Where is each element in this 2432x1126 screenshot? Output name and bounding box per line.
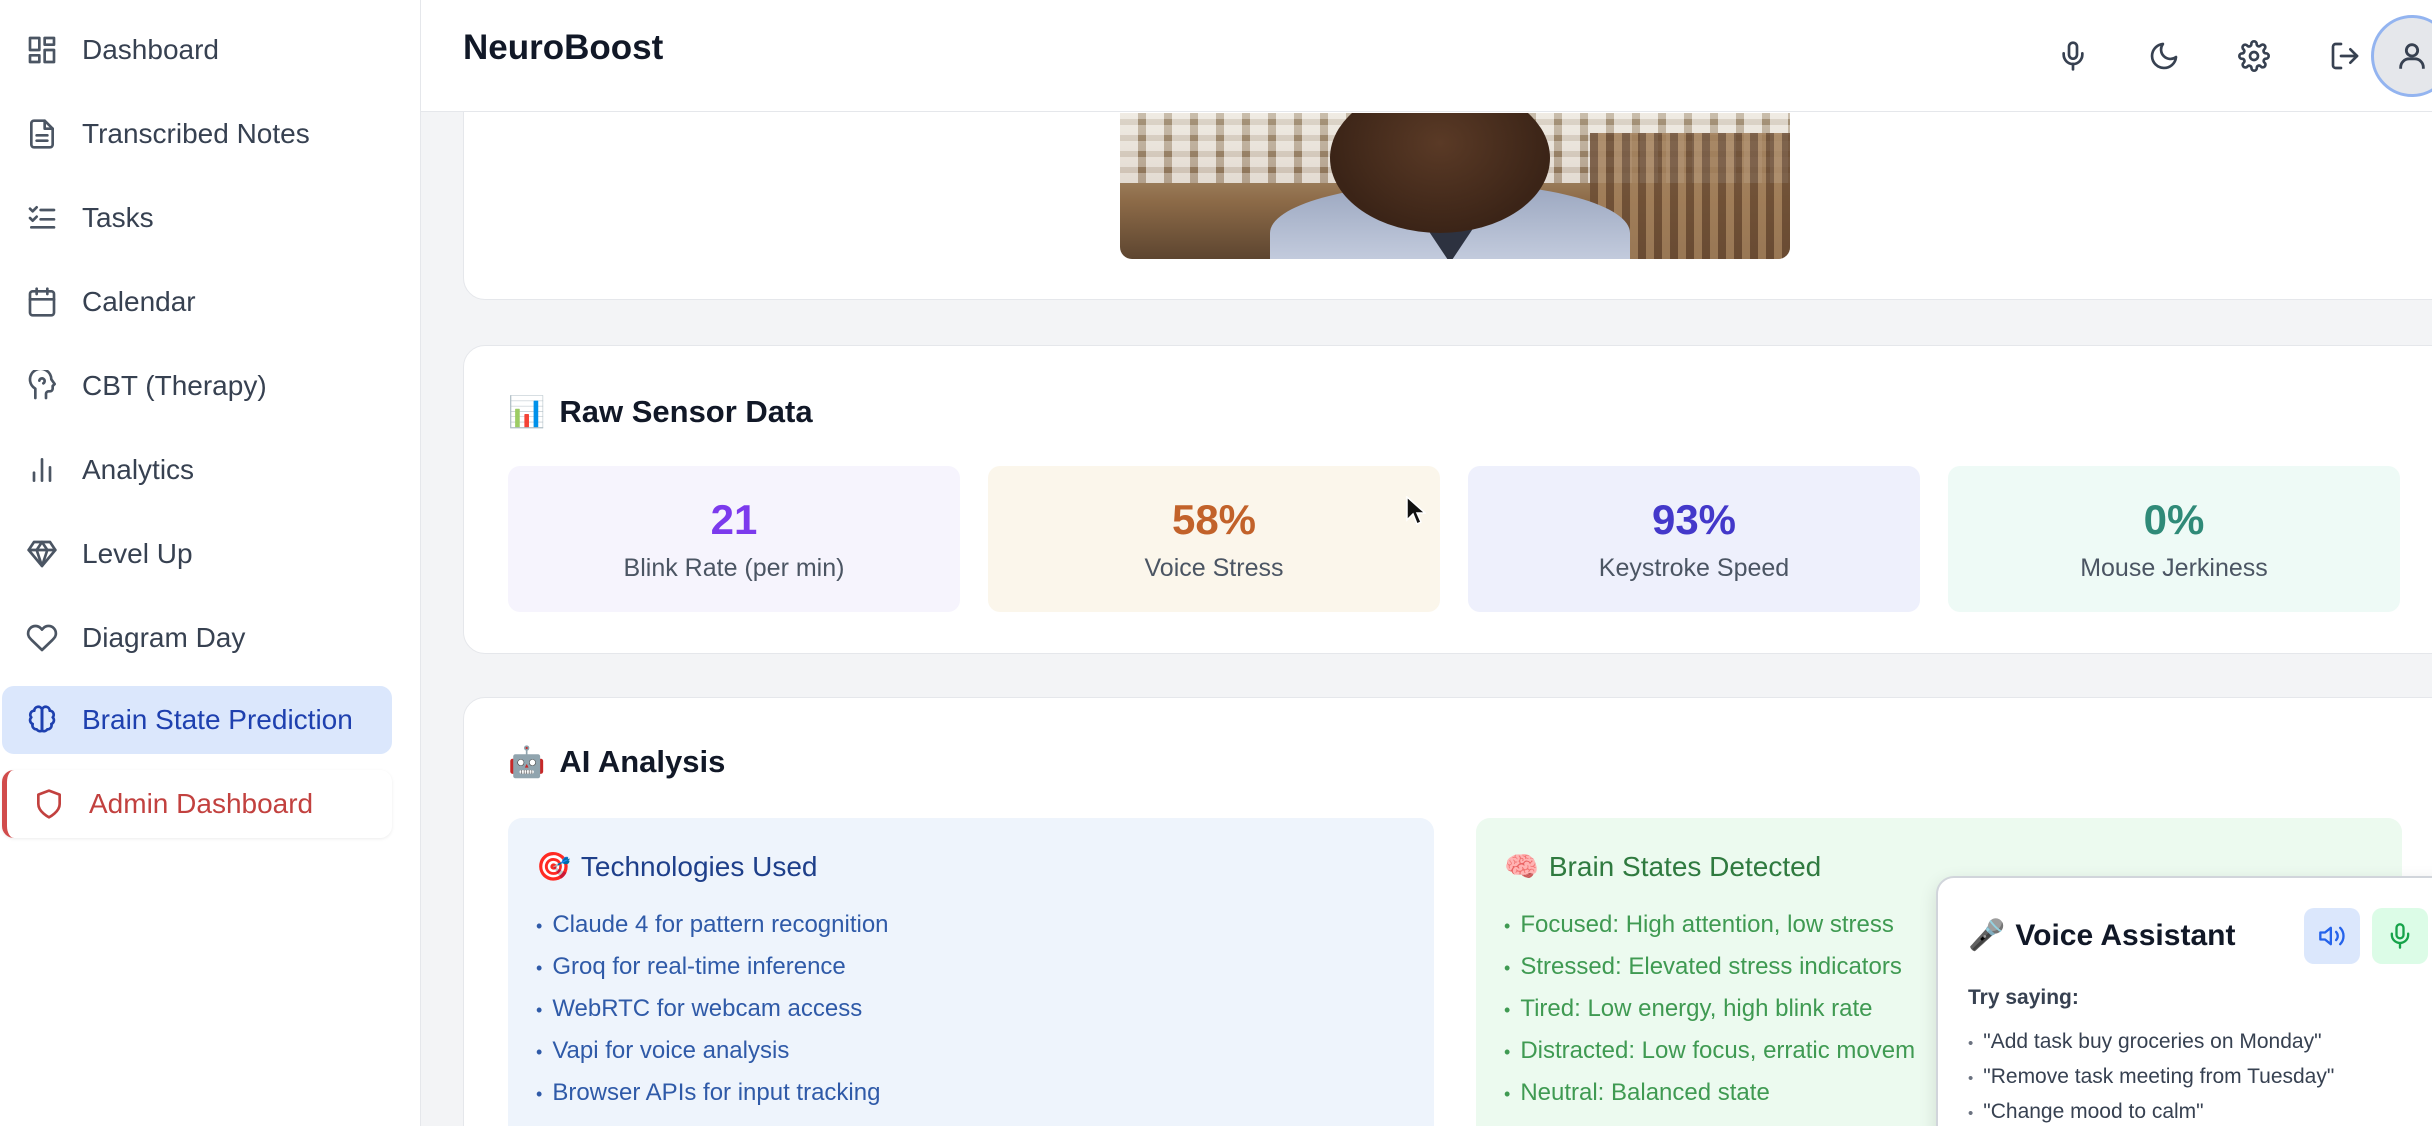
- raw-sensor-data-card: 📊 Raw Sensor Data 21 Blink Rate (per min…: [463, 345, 2432, 654]
- list-item: Distracted: Low focus, erratic movem: [1504, 1030, 1915, 1072]
- sidebar-item-label: Tasks: [82, 202, 154, 233]
- brain-states-list: Focused: High attention, low stress Stre…: [1504, 904, 1915, 1114]
- sidebar-item-calendar[interactable]: Calendar: [2, 268, 392, 336]
- logout-button[interactable]: [2315, 26, 2375, 86]
- sidebar-item-admin-dashboard[interactable]: Admin Dashboard: [2, 770, 392, 838]
- list-item: Neutral: Balanced state: [1504, 1072, 1915, 1114]
- list-item: Stressed: Elevated stress indicators: [1504, 946, 1915, 988]
- sidebar-item-cbt-therapy[interactable]: CBT (Therapy): [2, 352, 392, 420]
- list-item: Browser APIs for input tracking: [536, 1072, 889, 1114]
- metric-voice-stress: 58% Voice Stress: [988, 466, 1440, 612]
- metric-label: Blink Rate (per min): [623, 554, 845, 582]
- document-icon: [26, 118, 58, 150]
- list-checks-icon: [26, 202, 58, 234]
- speaker-icon: [2319, 926, 2345, 946]
- ai-section-title: 🤖 AI Analysis: [508, 744, 726, 779]
- metric-label: Mouse Jerkiness: [2080, 554, 2268, 582]
- bar-chart-icon: [26, 454, 58, 486]
- sidebar-item-label: Diagram Day: [82, 622, 246, 653]
- sidebar-item-transcribed-notes[interactable]: Transcribed Notes: [2, 100, 392, 168]
- brain-head-icon: [26, 370, 58, 402]
- metric-blink-rate: 21 Blink Rate (per min): [508, 466, 960, 612]
- dashboard-icon: [26, 34, 58, 66]
- shield-icon: [33, 788, 65, 820]
- microphone-button[interactable]: [2043, 26, 2103, 86]
- voice-assistant-panel: 🎤 Voice Assistant Try saying: "Add task …: [1936, 876, 2432, 1126]
- voice-assistant-title: 🎤 Voice Assistant: [1968, 918, 2236, 953]
- sidebar-item-diagram-day[interactable]: Diagram Day: [2, 604, 392, 672]
- sidebar-item-label: Brain State Prediction: [82, 704, 353, 735]
- metric-keystroke-speed: 93% Keystroke Speed: [1468, 466, 1920, 612]
- list-item: Vapi for voice analysis: [536, 1030, 889, 1072]
- moon-icon: [2150, 42, 2178, 70]
- metric-label: Keystroke Speed: [1598, 554, 1790, 582]
- robot-emoji-icon: 🤖: [508, 745, 546, 779]
- voice-examples-list: "Add task buy groceries on Monday" "Remo…: [1968, 1024, 2334, 1126]
- list-item: WebRTC for webcam access: [536, 988, 889, 1030]
- sidebar-item-analytics[interactable]: Analytics: [2, 436, 392, 504]
- heart-icon: [26, 622, 58, 654]
- metric-value: 58%: [1171, 496, 1257, 543]
- theme-toggle-button[interactable]: [2134, 26, 2194, 86]
- list-item: "Add task buy groceries on Monday": [1968, 1024, 2334, 1059]
- webcam-feed: [1120, 113, 1790, 259]
- settings-button[interactable]: [2224, 26, 2284, 86]
- sidebar-item-label: Analytics: [82, 454, 195, 485]
- technologies-used-panel: 🎯 Technologies Used Claude 4 for pattern…: [508, 818, 1434, 1126]
- app-title: NeuroBoost: [463, 28, 664, 67]
- brain-icon: [26, 704, 58, 736]
- sidebar-item-label: Dashboard: [82, 34, 219, 65]
- speaker-button[interactable]: [2304, 908, 2360, 964]
- metric-value: 93%: [1651, 496, 1737, 543]
- mouse-cursor-icon: [1406, 496, 1426, 526]
- target-emoji-icon: 🎯: [536, 851, 571, 882]
- voice-mic-button[interactable]: [2372, 908, 2428, 964]
- user-avatar-button[interactable]: [2371, 15, 2432, 97]
- list-item: "Change mood to calm": [1968, 1094, 2334, 1126]
- panel-title: 🎯 Technologies Used: [536, 850, 818, 883]
- sidebar-item-brain-state-prediction[interactable]: Brain State Prediction: [2, 686, 392, 754]
- sidebar-item-level-up[interactable]: Level Up: [2, 520, 392, 588]
- list-item: Focused: High attention, low stress: [1504, 904, 1915, 946]
- gem-icon: [26, 538, 58, 570]
- sidebar-item-label: Admin Dashboard: [89, 788, 314, 819]
- microphone-emoji-icon: 🎤: [1968, 919, 2006, 952]
- brain-emoji-icon: 🧠: [1504, 851, 1539, 882]
- sidebar-item-tasks[interactable]: Tasks: [2, 184, 392, 252]
- list-item: "Remove task meeting from Tuesday": [1968, 1059, 2334, 1094]
- technologies-list: Claude 4 for pattern recognition Groq fo…: [536, 904, 889, 1114]
- microphone-icon: [2062, 41, 2084, 71]
- metric-mouse-jerkiness: 0% Mouse Jerkiness: [1948, 466, 2400, 612]
- top-header: NeuroBoost: [421, 0, 2432, 112]
- sidebar-item-label: Calendar: [82, 286, 196, 317]
- sidebar-item-label: Transcribed Notes: [82, 118, 310, 149]
- try-saying-label: Try saying:: [1968, 986, 2079, 1009]
- metric-value: 0%: [2143, 496, 2205, 543]
- gear-icon: [2238, 40, 2270, 72]
- sidebar-item-label: CBT (Therapy): [82, 370, 267, 401]
- metric-value: 21: [710, 496, 758, 543]
- list-item: Claude 4 for pattern recognition: [536, 904, 888, 946]
- sidebar: Dashboard Transcribed Notes Tasks Calend…: [0, 0, 421, 1126]
- bar-chart-emoji-icon: 📊: [508, 395, 546, 429]
- microphone-icon: [2390, 923, 2410, 949]
- sidebar-item-label: Level Up: [82, 538, 193, 569]
- metric-label: Voice Stress: [1144, 554, 1284, 582]
- sidebar-item-dashboard[interactable]: Dashboard: [2, 16, 392, 84]
- sensor-section-title: 📊 Raw Sensor Data: [508, 394, 813, 429]
- list-item: Groq for real-time inference: [536, 946, 889, 988]
- panel-title: 🧠 Brain States Detected: [1504, 850, 1822, 883]
- user-icon: [2399, 43, 2425, 69]
- list-item: Tired: Low energy, high blink rate: [1504, 988, 1915, 1030]
- calendar-icon: [26, 286, 58, 318]
- logout-icon: [2331, 42, 2359, 70]
